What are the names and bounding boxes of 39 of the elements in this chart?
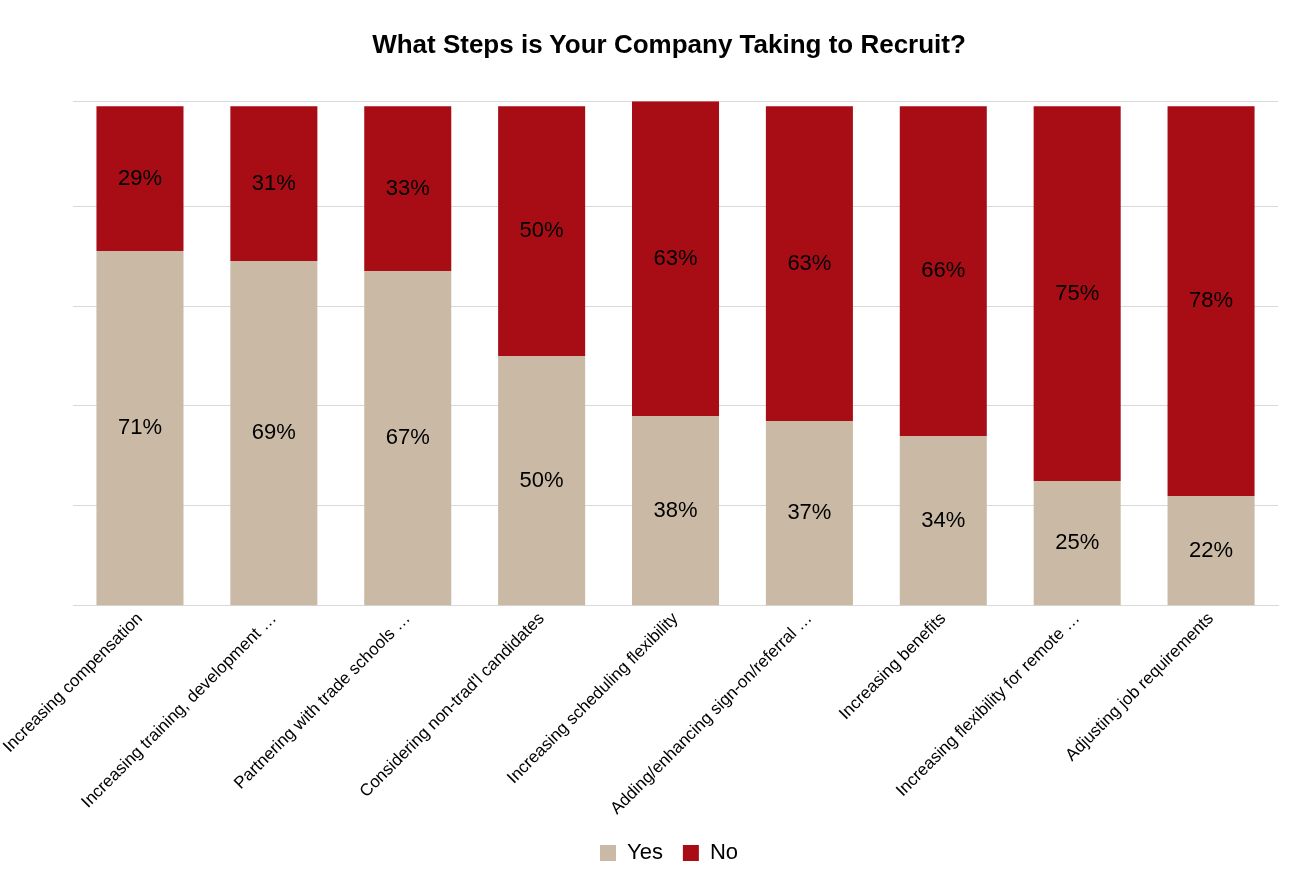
bar <box>899 106 987 436</box>
data-label: 71% <box>117 414 162 440</box>
bar <box>230 106 318 262</box>
bar <box>1167 106 1255 496</box>
bar <box>96 106 184 252</box>
legend-label: Yes <box>626 839 663 865</box>
data-label: 75% <box>1055 279 1100 305</box>
data-label: 22% <box>1189 536 1234 562</box>
bar <box>364 106 452 272</box>
bar <box>230 261 318 606</box>
chart-title: What Steps is Your Company Taking to Recruit? <box>372 28 966 59</box>
bar <box>498 106 586 356</box>
bar <box>899 435 987 606</box>
data-label: 69% <box>251 419 296 445</box>
bar <box>632 415 720 606</box>
data-label: 50% <box>519 466 564 492</box>
bar <box>96 251 184 606</box>
legend-label: No <box>709 839 739 865</box>
data-label: 63% <box>653 244 698 270</box>
bar <box>632 101 720 416</box>
data-label: 78% <box>1189 287 1234 313</box>
bar <box>1033 106 1121 481</box>
bar <box>498 355 586 606</box>
bar <box>765 106 853 421</box>
bar <box>765 420 853 606</box>
bar <box>1167 495 1255 606</box>
data-label: 31% <box>251 169 296 195</box>
data-label: 29% <box>117 164 162 190</box>
data-label: 66% <box>921 257 966 283</box>
data-label: 33% <box>385 174 430 200</box>
bar <box>364 271 452 606</box>
bar <box>1033 480 1121 606</box>
data-label: 67% <box>385 424 430 450</box>
data-label: 38% <box>653 496 698 522</box>
data-label: 50% <box>519 217 564 243</box>
data-label: 63% <box>787 249 832 275</box>
data-label: 34% <box>921 506 966 532</box>
data-label: 25% <box>1055 529 1100 555</box>
data-label: 37% <box>787 499 832 525</box>
